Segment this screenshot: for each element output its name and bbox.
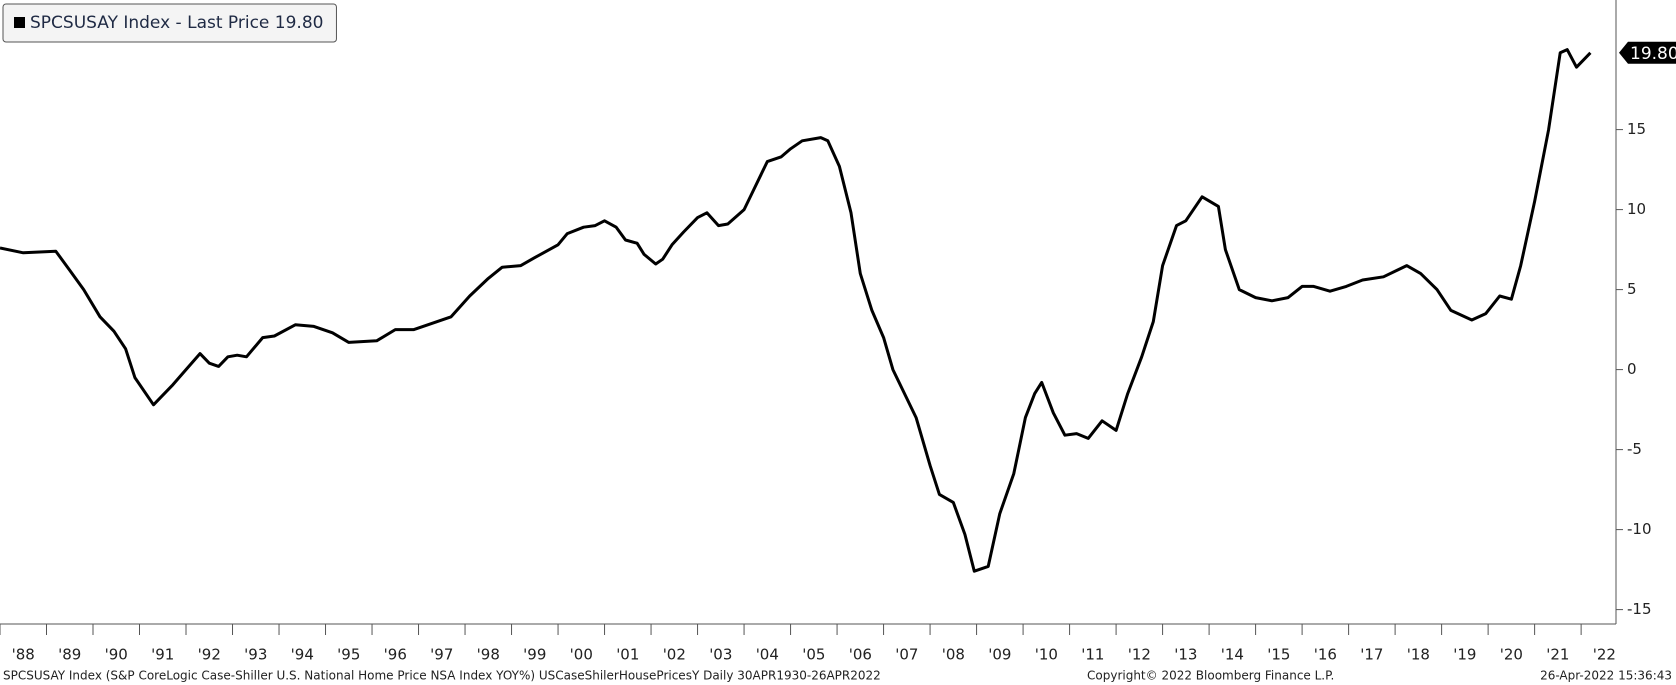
x-tick-label: '92 bbox=[198, 646, 221, 664]
x-tick-label: '04 bbox=[756, 646, 779, 664]
x-tick-label: '13 bbox=[1174, 646, 1197, 664]
y-tick-label: 5 bbox=[1627, 280, 1637, 298]
y-tick-label: -15 bbox=[1627, 600, 1652, 618]
legend-label: SPCSUSAY Index - Last Price 19.80 bbox=[30, 13, 323, 33]
x-tick-label: '88 bbox=[12, 646, 35, 664]
footer-source: SPCSUSAY Index (S&P CoreLogic Case-Shill… bbox=[3, 669, 881, 683]
y-tick-label: -10 bbox=[1627, 520, 1652, 538]
x-tick-label: '12 bbox=[1128, 646, 1151, 664]
x-tick-label: '00 bbox=[570, 646, 593, 664]
x-tick-label: '97 bbox=[430, 646, 453, 664]
x-tick-label: '91 bbox=[151, 646, 174, 664]
x-tick-label: '18 bbox=[1407, 646, 1430, 664]
x-tick-label: '99 bbox=[523, 646, 546, 664]
x-tick-label: '16 bbox=[1314, 646, 1337, 664]
x-tick-label: '98 bbox=[477, 646, 500, 664]
x-tick-label: '96 bbox=[384, 646, 407, 664]
legend-box bbox=[2, 3, 337, 43]
x-tick-label: '95 bbox=[337, 646, 360, 664]
x-tick-label: '05 bbox=[802, 646, 825, 664]
x-tick-label: '21 bbox=[1546, 646, 1569, 664]
x-tick-label: '01 bbox=[616, 646, 639, 664]
y-tick-label: -5 bbox=[1627, 440, 1642, 458]
x-tick-label: '14 bbox=[1221, 646, 1244, 664]
x-tick-label: '02 bbox=[663, 646, 686, 664]
legend-swatch bbox=[14, 17, 25, 28]
last-value-tag bbox=[1619, 41, 1676, 64]
x-tick-label: '19 bbox=[1453, 646, 1476, 664]
x-tick-label: '20 bbox=[1500, 646, 1523, 664]
y-tick-label: 0 bbox=[1627, 360, 1637, 378]
x-tick-label: '10 bbox=[1035, 646, 1058, 664]
x-tick-label: '22 bbox=[1593, 646, 1616, 664]
x-tick-label: '07 bbox=[895, 646, 918, 664]
footer-timestamp: 26-Apr-2022 15:36:43 bbox=[1540, 669, 1672, 683]
x-tick-label: '03 bbox=[709, 646, 732, 664]
legend: SPCSUSAY Index - Last Price 19.80 bbox=[2, 3, 337, 43]
x-tick-label: '08 bbox=[942, 646, 965, 664]
y-tick-label: 10 bbox=[1627, 200, 1646, 218]
footer-copyright: Copyright© 2022 Bloomberg Finance L.P. bbox=[1087, 669, 1334, 683]
x-tick-label: '93 bbox=[244, 646, 267, 664]
x-tick-label: '94 bbox=[291, 646, 314, 664]
x-tick-label: '17 bbox=[1360, 646, 1383, 664]
line-series bbox=[0, 48, 1592, 573]
x-tick-label: '15 bbox=[1267, 646, 1290, 664]
x-tick-label: '89 bbox=[58, 646, 81, 664]
x-tick-label: '06 bbox=[849, 646, 872, 664]
x-tick-label: '09 bbox=[988, 646, 1011, 664]
x-tick-label: '90 bbox=[105, 646, 128, 664]
x-tick-label: '11 bbox=[1081, 646, 1104, 664]
last-value-label: 19.80 bbox=[1630, 44, 1676, 64]
y-tick-label: 15 bbox=[1627, 120, 1646, 138]
